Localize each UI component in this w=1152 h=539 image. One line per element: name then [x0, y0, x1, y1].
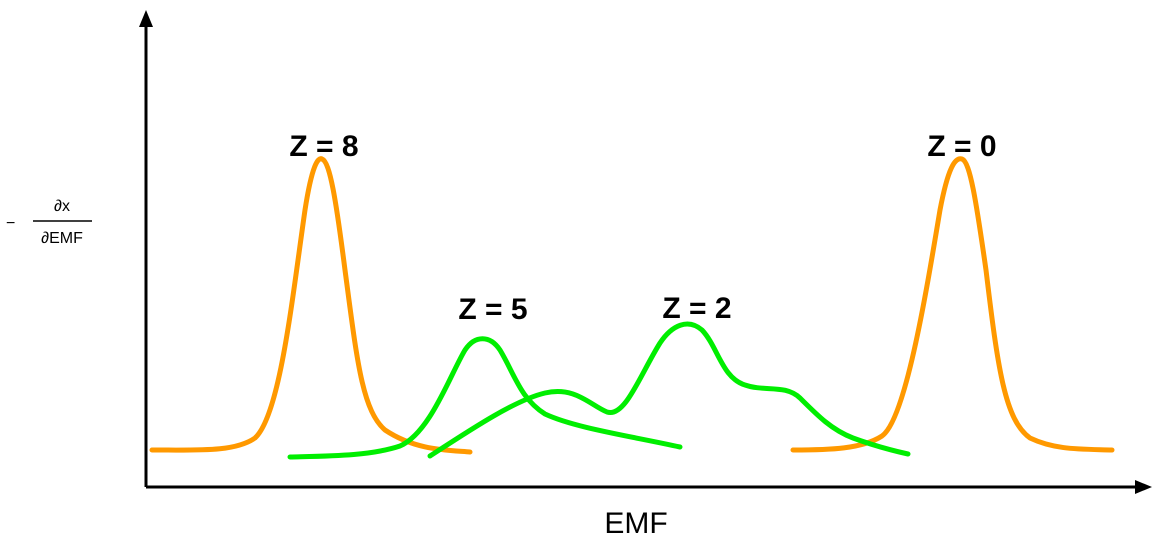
peak-label-z0: Z = 0 — [927, 130, 996, 163]
peak-label-z5: Z = 5 — [458, 293, 527, 326]
green-peak-z5-curve — [287, 336, 683, 460]
x-axis-arrowhead — [1135, 480, 1152, 494]
x-axis-label: EMF — [604, 507, 667, 539]
green-peak-z2-curve — [427, 321, 911, 459]
y-axis-label: − ∂x ∂EMF — [6, 198, 92, 247]
peak-label-z8: Z = 8 — [289, 130, 358, 163]
axes — [139, 10, 1152, 494]
y-axis-label-prefix: − — [6, 215, 15, 232]
orange-peak-z8-curve — [149, 156, 473, 455]
y-axis-label-numerator: ∂x — [54, 198, 70, 215]
peak-label-z2: Z = 2 — [662, 292, 731, 325]
y-axis-label-denominator: ∂EMF — [41, 230, 83, 247]
orange-peak-z0-curve — [790, 156, 1115, 453]
y-axis-arrowhead — [139, 10, 153, 27]
